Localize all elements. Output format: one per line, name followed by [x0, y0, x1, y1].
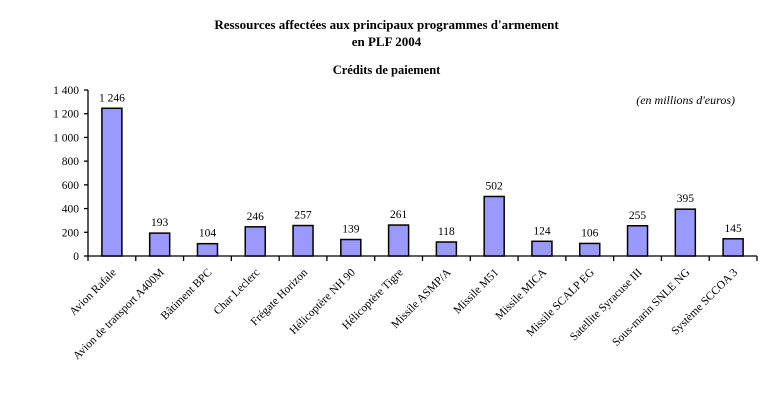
y-tick-label: 1 000: [53, 132, 79, 144]
bar-value-label: 124: [533, 225, 551, 237]
bar-value-label: 145: [724, 223, 742, 235]
bar-value-label: 104: [199, 228, 217, 240]
chart-subtitle: Crédits de paiement: [332, 63, 441, 77]
bar: [340, 238, 362, 257]
bar-value-label: 502: [486, 180, 504, 192]
bar-value-label: 257: [294, 210, 312, 222]
chart-title: Ressources affectées aux principaux prog…: [0, 16, 773, 50]
y-tick-label: 1 200: [53, 109, 79, 121]
category-label: Avion de transport A400M: [71, 267, 167, 363]
bar-value-label: 246: [247, 211, 265, 223]
y-tick-label: 800: [62, 156, 80, 168]
y-tick-label: 400: [62, 204, 80, 216]
bar-value-label: 395: [677, 193, 695, 205]
bar: [196, 242, 219, 257]
chart-title-line1: Ressources affectées aux principaux prog…: [214, 17, 559, 32]
bar-value-label: 118: [438, 226, 455, 238]
bar: [148, 232, 171, 257]
bar: [435, 241, 458, 257]
category-label: Bâtiment BPC: [159, 266, 215, 322]
bar: [244, 226, 266, 257]
bar: [292, 224, 314, 257]
y-tick-label: 600: [62, 180, 80, 192]
bar: [579, 242, 601, 257]
bar-value-label: 1 246: [99, 92, 125, 104]
bar: [722, 238, 744, 257]
bar-value-label: 139: [342, 224, 360, 236]
chart-title-line2: en PLF 2004: [351, 34, 422, 49]
bar: [674, 208, 697, 257]
y-tick-label: 0: [73, 251, 79, 263]
bar-value-label: 193: [151, 217, 169, 229]
y-tick-label: 200: [62, 227, 80, 239]
category-label: Char Leclerc: [212, 267, 263, 318]
unit-annotation: (en millions d'euros): [636, 93, 735, 107]
bar: [483, 195, 505, 257]
y-tick-label: 1 400: [53, 85, 79, 97]
bar-value-label: 261: [390, 209, 408, 221]
category-label: Missile M51: [451, 266, 501, 316]
category-label: Avion Rafale: [68, 267, 119, 318]
bar: [626, 225, 649, 257]
bar: [387, 224, 410, 257]
bar: [531, 240, 553, 257]
bar: [101, 107, 123, 257]
bar-value-label: 255: [629, 210, 647, 222]
bar-value-label: 106: [581, 227, 599, 239]
